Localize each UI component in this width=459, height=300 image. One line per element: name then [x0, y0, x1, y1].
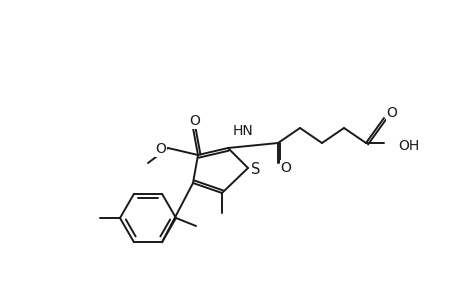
- Text: HN: HN: [232, 124, 253, 138]
- Text: O: O: [155, 142, 166, 156]
- Text: S: S: [251, 163, 260, 178]
- Text: O: O: [280, 161, 291, 175]
- Text: O: O: [189, 114, 200, 128]
- Text: OH: OH: [397, 139, 418, 153]
- Text: O: O: [386, 106, 397, 120]
